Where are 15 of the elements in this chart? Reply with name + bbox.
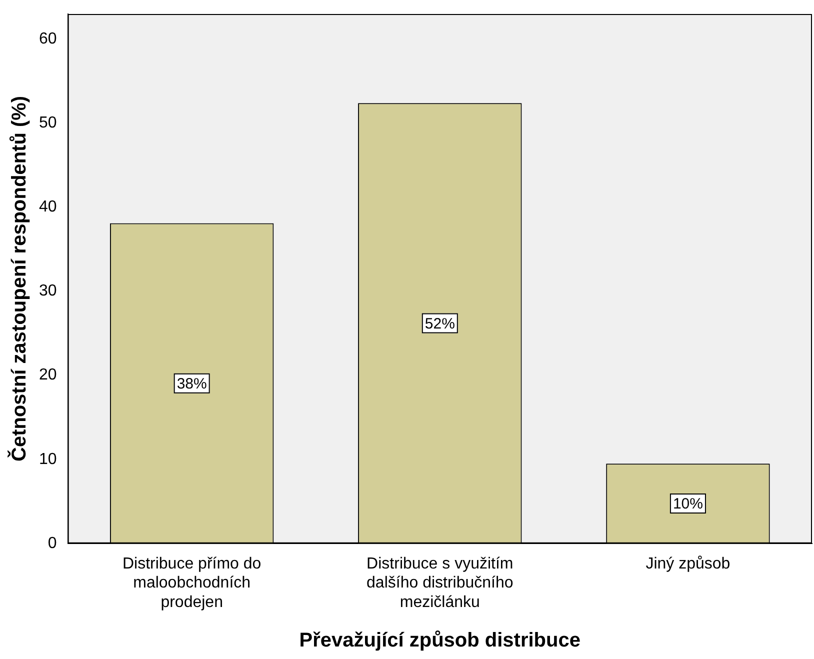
x-tick-label: Distribuce s využitím dalšího distribučního mezičlánku [366,555,514,611]
y-tick-label: 60 [39,30,57,48]
data-label: 52% [424,315,455,332]
y-tick-label: 40 [39,198,57,216]
data-label: 38% [176,375,207,392]
y-tick-label: 10 [39,450,57,468]
x-axis-title: Převažující způsob distribuce [299,630,580,652]
y-tick-label: 0 [48,534,57,552]
y-tick-label: 20 [39,366,57,384]
y-tick-label: 30 [39,282,57,300]
x-tick-label: Jiný způsob [646,555,730,572]
y-axis-title: Četnostní zastoupení respondentů (%) [8,96,31,462]
data-label: 10% [672,496,703,513]
y-tick-label: 50 [39,114,57,132]
x-tick-label: Distribuce přímo do maloobchodních prodejen [122,555,262,611]
